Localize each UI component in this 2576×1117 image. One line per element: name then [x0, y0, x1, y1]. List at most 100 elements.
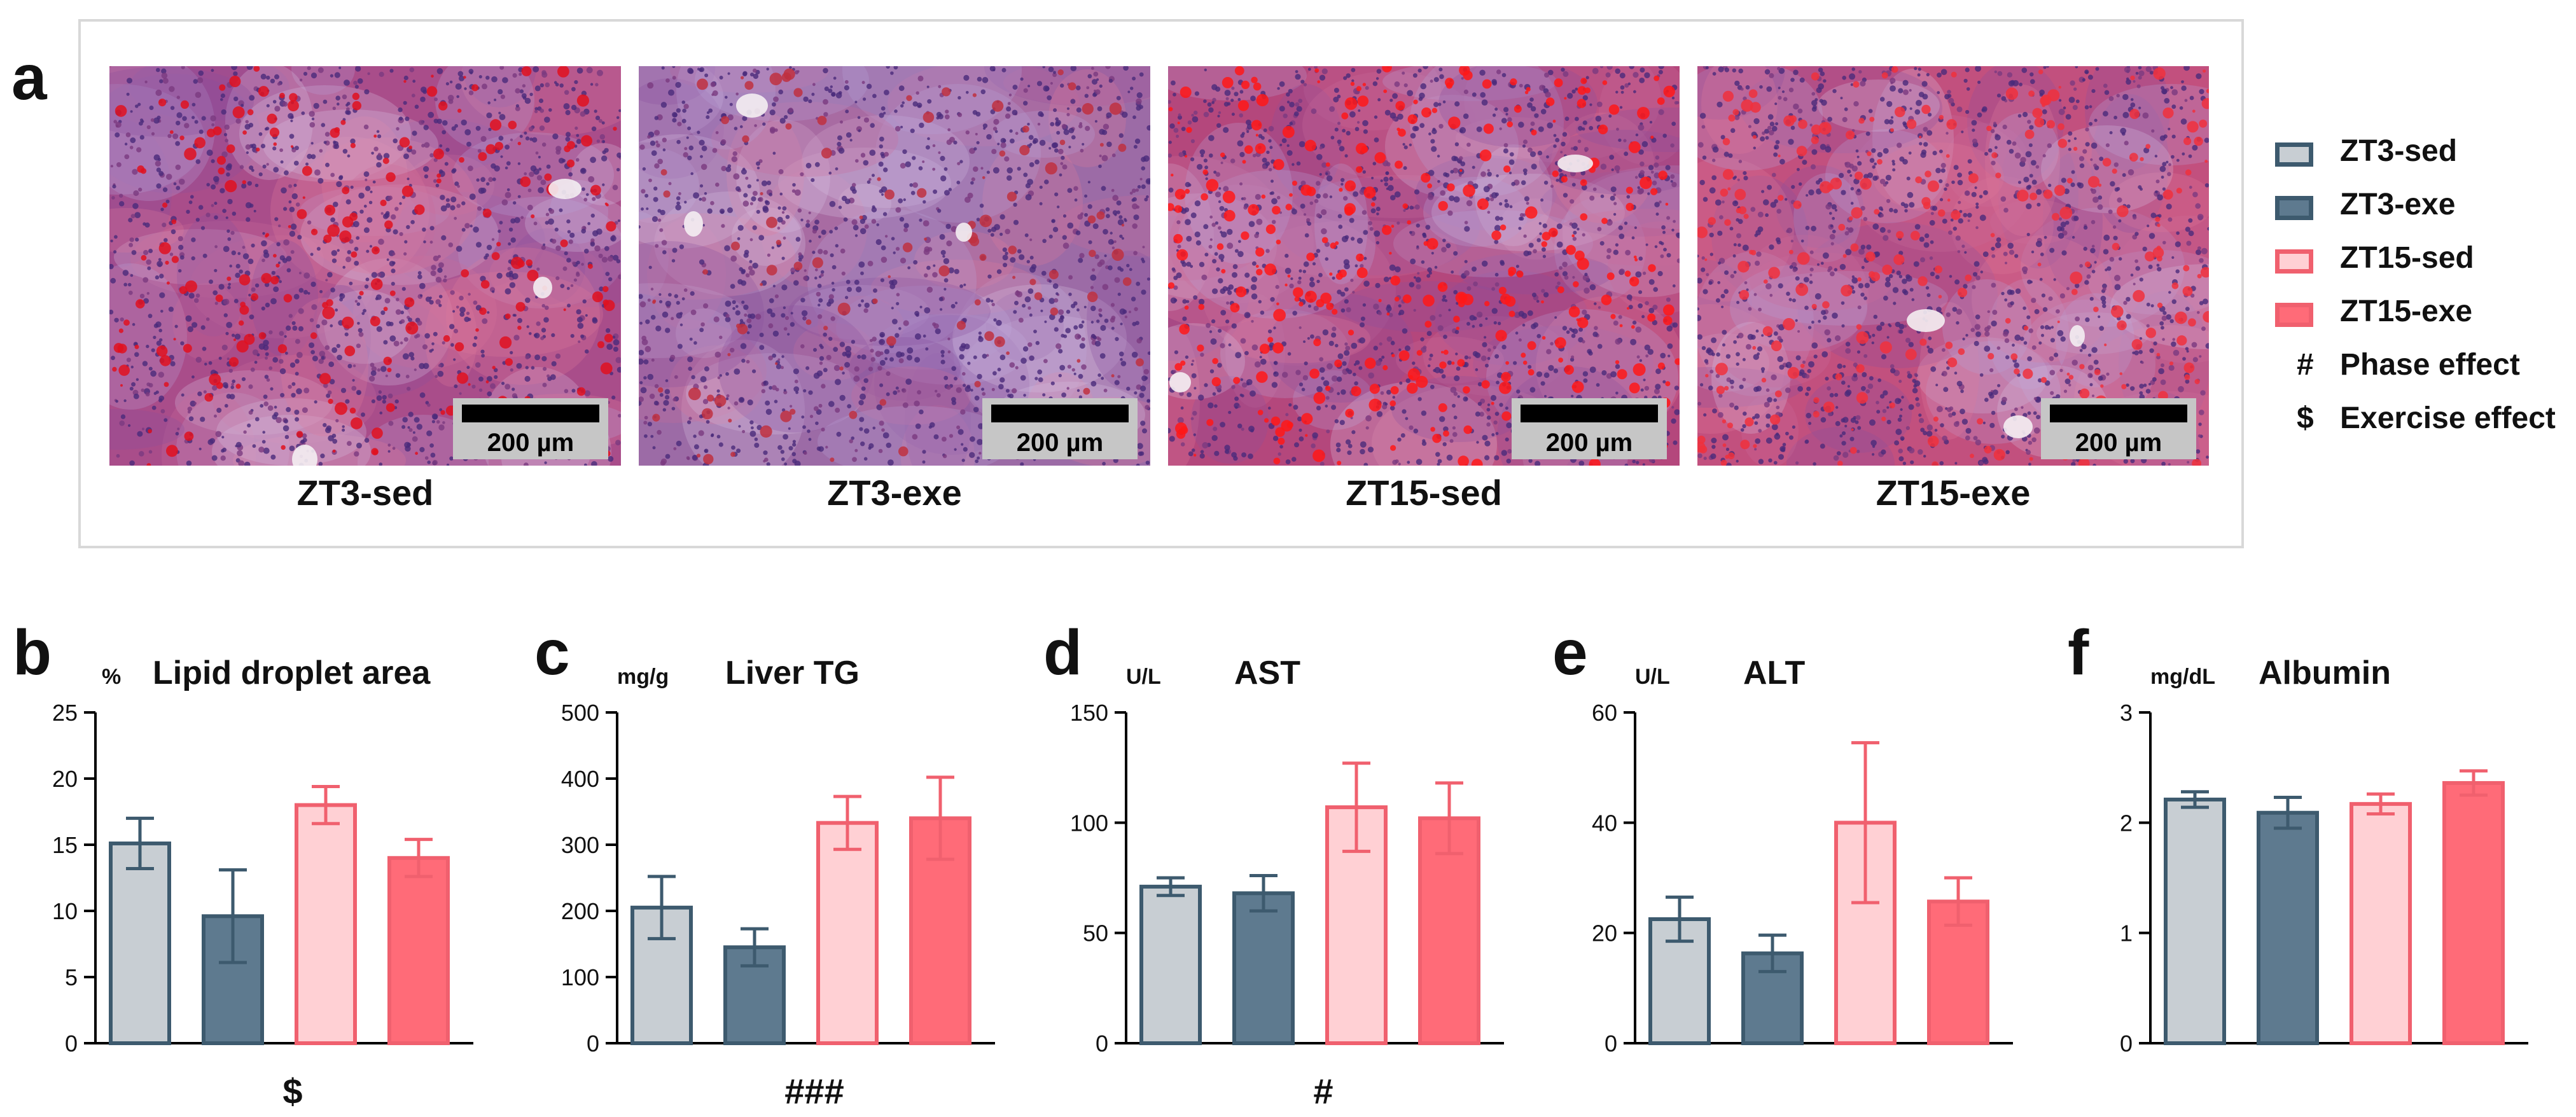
bar-zt3-sed: [109, 841, 171, 1045]
error-bar-zt3-sed: [126, 816, 154, 870]
bar-chart-d: d U/L AST 0 50 100 150 #: [1031, 604, 1504, 1113]
micrograph-zt15-exe: 200 µm: [1697, 66, 2209, 466]
legend-symbol: $: [2297, 401, 2314, 435]
chart-svg: f mg/dL Albumin 0 1 2 3: [2068, 617, 2528, 1057]
micrograph-frame: [78, 19, 2244, 548]
y-tick-label: 10: [52, 898, 78, 924]
y-tick-label: 300: [561, 832, 599, 858]
legend-label: ZT3-exe: [2340, 188, 2456, 221]
micrograph-label: ZT15-sed: [1346, 473, 1502, 513]
error-bar-zt3-exe: [1250, 874, 1278, 913]
y-tick-label: 400: [561, 766, 599, 792]
error-bar-zt15-sed: [1342, 761, 1370, 853]
y-tick-label: 5: [65, 964, 78, 990]
error-bar-zt15-sed: [833, 794, 861, 851]
y-tick-label: 3: [2120, 700, 2133, 726]
scale-bar: 200 µm: [982, 398, 1138, 459]
error-bar-zt3-sed: [2181, 790, 2209, 809]
y-unit-label: mg/dL: [2150, 665, 2215, 689]
bar-chart-f: f mg/dL Albumin 0 1 2 3: [2055, 604, 2528, 1113]
legend-label: ZT15-exe: [2340, 295, 2473, 328]
legend-label: Exercise effect: [2340, 401, 2556, 435]
scale-bar: 200 µm: [1512, 398, 1667, 459]
legend-label: ZT15-sed: [2340, 241, 2474, 275]
bar-chart-e: e U/L ALT 0 20 40 60: [1540, 604, 2013, 1113]
scale-bar: 200 µm: [453, 398, 608, 459]
y-tick-label: 2: [2120, 810, 2133, 836]
y-tick-label: 0: [1096, 1030, 1108, 1057]
bar-zt15-sed: [295, 803, 357, 1045]
legend-symbol: #: [2297, 348, 2314, 382]
y-unit-label: U/L: [1635, 665, 1670, 689]
micrograph-zt3-sed: 200 µm: [109, 66, 621, 466]
chart-title: Liver TG: [725, 655, 860, 691]
error-bar-zt3-exe: [741, 927, 769, 968]
y-tick-label: 60: [1592, 700, 1617, 726]
error-bar-zt15-exe: [2460, 769, 2488, 797]
bar-zt3-exe: [2257, 810, 2319, 1045]
chart-svg: b% Lipid droplet area 0 5 10 15 20 25 $: [13, 617, 473, 1111]
legend-item-zt15-exe: ZT15-exe: [2271, 294, 2570, 332]
error-bar-zt3-sed: [1666, 895, 1694, 943]
chart-svg: d U/L AST 0 50 100 150 #: [1043, 617, 1504, 1111]
error-bar-zt15-exe: [1944, 876, 1972, 927]
scale-bar-label: 200 µm: [1016, 429, 1104, 457]
error-bar-zt15-sed: [1851, 741, 1879, 905]
y-tick-label: 0: [2120, 1030, 2133, 1057]
y-tick-label: 1: [2120, 920, 2133, 947]
legend-item-phase-effect: # Phase effect: [2271, 347, 2570, 385]
error-bar-zt3-sed: [1157, 876, 1185, 898]
legend-item-zt15-sed: ZT15-sed: [2271, 240, 2570, 279]
bar-zt15-sed: [1325, 805, 1388, 1045]
error-bar-zt15-exe: [1435, 781, 1463, 856]
panel-letter-e: e: [1552, 617, 1588, 688]
legend-item-zt3-sed: ZT3-sed: [2271, 134, 2570, 172]
micrograph-zt3-exe: 200 µm: [639, 66, 1150, 466]
micrograph-label: ZT15-exe: [1876, 473, 2031, 513]
error-bar-zt15-sed: [2367, 792, 2395, 815]
scale-bar-line: [2050, 405, 2187, 422]
legend-swatch: [2275, 142, 2313, 167]
panel-letter-a: a: [11, 42, 47, 113]
y-unit-label: U/L: [1126, 665, 1161, 689]
error-bar-zt3-exe: [2274, 795, 2302, 830]
panel-letter-d: d: [1043, 617, 1082, 688]
y-tick-label: 200: [561, 898, 599, 924]
bar-zt3-sed: [1139, 884, 1202, 1045]
y-tick-label: 0: [587, 1030, 599, 1057]
y-tick-label: 100: [1070, 810, 1108, 836]
bar-chart-b: b% Lipid droplet area 0 5 10 15 20 25 $: [0, 604, 473, 1113]
y-unit-label: %: [102, 665, 121, 689]
scale-bar-line: [1521, 405, 1658, 422]
micrograph-label: ZT3-exe: [827, 473, 962, 513]
bar-zt15-exe: [387, 856, 450, 1045]
panel-letter-f: f: [2068, 617, 2089, 688]
micrograph-label: ZT3-sed: [296, 473, 434, 513]
chart-svg: c mg/g Liver TG 0 100 200 300 400 500 ###: [534, 617, 995, 1111]
error-bar-zt3-sed: [648, 875, 676, 941]
y-tick-label: 150: [1070, 700, 1108, 726]
legend-swatch: [2275, 196, 2313, 220]
bar-zt3-exe: [1232, 891, 1295, 1045]
chart-title: Albumin: [2259, 655, 2391, 691]
y-tick-label: 20: [52, 766, 78, 792]
significance-marker: #: [1313, 1071, 1333, 1111]
y-tick-label: 20: [1592, 920, 1617, 947]
y-tick-label: 25: [52, 700, 78, 726]
chart-title: AST: [1234, 655, 1300, 691]
bar-chart-c: c mg/g Liver TG 0 100 200 300 400 500 ###: [522, 604, 995, 1113]
legend-item-exercise-effect: $ Exercise effect: [2271, 401, 2570, 439]
error-bar-zt15-sed: [312, 784, 340, 826]
bar-zt15-exe: [2442, 781, 2505, 1045]
error-bar-zt15-exe: [405, 838, 433, 878]
chart-svg: e U/L ALT 0 20 40 60: [1552, 617, 2013, 1057]
panel-letter-b: b: [13, 617, 52, 688]
y-tick-label: 100: [561, 964, 599, 990]
y-tick-label: 40: [1592, 810, 1617, 836]
error-bar-zt3-exe: [219, 868, 247, 964]
micrograph-zt15-sed: 200 µm: [1168, 66, 1680, 466]
y-tick-label: 50: [1083, 920, 1108, 947]
scale-bar-line: [991, 405, 1129, 422]
panel-letter-c: c: [534, 617, 570, 688]
chart-title: Lipid droplet area: [153, 655, 431, 691]
